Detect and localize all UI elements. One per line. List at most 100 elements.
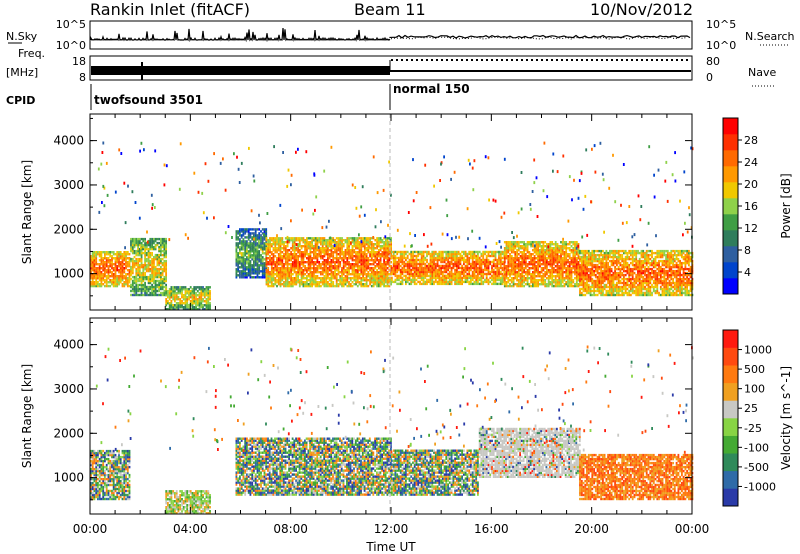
echo-cell: [335, 249, 338, 252]
echo-cell: [501, 282, 504, 286]
echo-cell: [381, 255, 384, 258]
echo-cell: [348, 237, 350, 240]
echo-cell: [482, 260, 485, 264]
echo-cell: [247, 238, 250, 241]
echo-cell: [410, 260, 413, 264]
echo-cell: [551, 241, 554, 244]
echo-cell: [109, 271, 112, 274]
echo-cell: [521, 284, 524, 288]
echo-cell: [405, 250, 407, 254]
echo-cell: [348, 239, 350, 242]
echo-cell: [551, 261, 554, 264]
echo-cell: [140, 237, 143, 241]
echo-cell: [172, 298, 175, 301]
echo-cell: [242, 242, 245, 245]
echo-cell: [253, 236, 255, 239]
echo-cell: [327, 249, 329, 252]
echo-cell: [413, 250, 416, 254]
echo-cell: [477, 250, 479, 254]
echo-cell: [598, 267, 601, 271]
echo-cell: [251, 254, 254, 257]
echo-cell: [265, 265, 268, 268]
echo-cell: [574, 263, 576, 266]
echo-cell: [376, 277, 378, 280]
echo-cell: [107, 273, 110, 276]
echo-cell: [161, 279, 164, 283]
echo-cell: [563, 255, 566, 258]
echo-cell: [450, 256, 453, 260]
echo-cell: [330, 251, 333, 254]
echo-cell: [385, 257, 387, 260]
echo-cell: [516, 271, 518, 274]
echo-cell: [560, 267, 562, 270]
echo-cell: [102, 275, 105, 278]
echo-cell: [388, 243, 391, 246]
echo-cell: [415, 272, 418, 276]
echo-cell: [288, 281, 291, 284]
echo-cell: [284, 281, 287, 284]
echo-cell: [367, 259, 370, 262]
echo-cell: [137, 241, 139, 245]
echo-cell: [133, 237, 136, 241]
echo-cell: [161, 257, 164, 261]
echo-cell: [419, 260, 421, 264]
echo-cell: [342, 271, 345, 274]
echo-cell: [560, 249, 562, 252]
echo-cell: [279, 241, 282, 244]
echo-cell: [295, 257, 298, 260]
echo-cell: [417, 252, 420, 256]
echo-cell: [533, 273, 536, 276]
echo-cell: [130, 267, 132, 271]
echo-cell: [378, 271, 380, 274]
echo-cell: [330, 239, 333, 242]
echo-cell: [269, 284, 271, 288]
echo-cell: [577, 283, 580, 286]
echo-cell: [521, 259, 524, 262]
echo-cell: [320, 237, 322, 240]
echo-cell: [408, 274, 411, 278]
echo-cell: [485, 276, 488, 280]
echo-cell: [346, 257, 349, 260]
echo-cell: [240, 264, 243, 267]
echo-cell: [172, 304, 175, 307]
echo-cell: [321, 279, 324, 282]
echo-cell: [281, 239, 284, 242]
echo-cell: [549, 249, 552, 252]
echo-cell: [422, 254, 425, 258]
echo-cell: [403, 270, 406, 274]
echo-cell: [330, 271, 333, 274]
echo-cell: [445, 268, 448, 272]
echo-cell: [102, 279, 105, 282]
echo-cell: [353, 241, 356, 244]
echo-cell: [424, 270, 427, 274]
echo-cell: [501, 274, 504, 278]
echo-cell: [362, 273, 364, 276]
echo-cell: [242, 274, 245, 277]
echo-cell: [594, 265, 597, 269]
echo-cell: [367, 275, 370, 278]
echo-cell: [283, 283, 285, 286]
echo-cell: [298, 241, 301, 244]
echo-cell: [135, 239, 138, 243]
echo-cell: [499, 270, 502, 274]
echo-cell: [298, 271, 301, 274]
echo-cell: [246, 268, 248, 271]
echo-cell: [580, 287, 583, 291]
echo-cell: [544, 271, 547, 274]
echo-cell: [258, 270, 261, 273]
echo-cell: [591, 279, 594, 283]
echo-cell: [256, 264, 259, 267]
beam-title: Beam 11: [354, 0, 426, 19]
echo-cell: [477, 268, 479, 272]
echo-cell: [254, 250, 257, 253]
echo-cell: [360, 255, 363, 258]
echo-cell: [302, 261, 305, 264]
echo-cell: [440, 276, 442, 280]
echo-cell: [126, 283, 129, 286]
echo-cell: [118, 261, 120, 264]
echo-cell: [295, 277, 298, 280]
echo-cell: [123, 253, 126, 256]
echo-cell: [184, 294, 187, 297]
echo-cell: [367, 245, 370, 248]
echo-cell: [505, 243, 508, 246]
